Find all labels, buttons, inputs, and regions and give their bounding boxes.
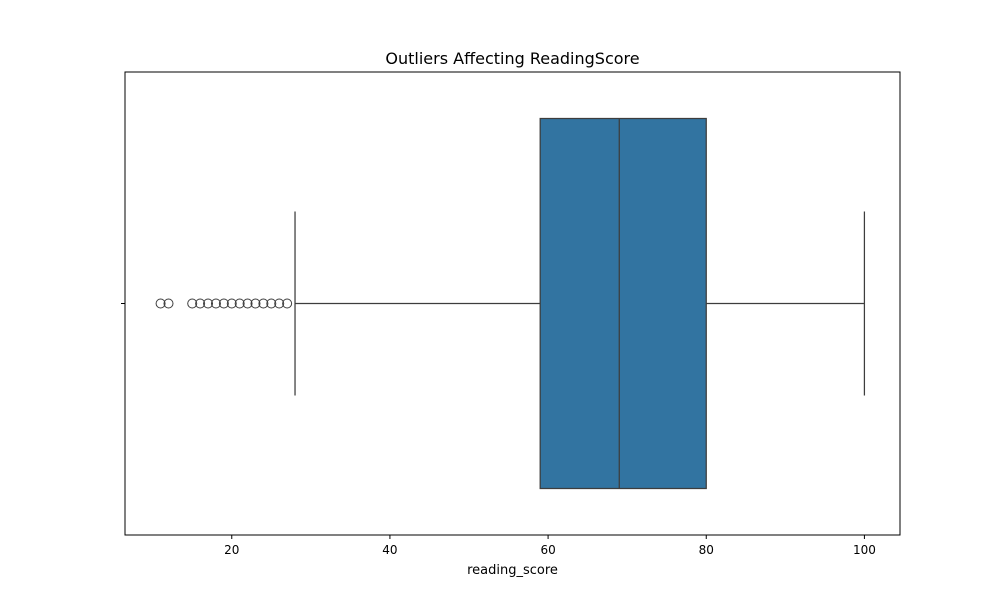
x-tick-label: 60 [540, 543, 555, 557]
outlier-point [266, 298, 277, 309]
box-iqr [539, 117, 707, 490]
x-tick-label: 100 [853, 543, 876, 557]
outlier-point [218, 298, 229, 309]
outlier-point [155, 298, 166, 309]
outlier-point [163, 298, 174, 309]
outlier-point [258, 298, 269, 309]
outlier-point [282, 298, 293, 309]
outlier-point [195, 298, 206, 309]
x-axis-ticks: 20 40 60 80 100 [224, 535, 876, 557]
outlier-point [274, 298, 285, 309]
outlier-point [234, 298, 245, 309]
plot-marks [121, 117, 866, 490]
x-tick-label: 40 [382, 543, 397, 557]
outlier-point [250, 298, 261, 309]
outlier-point [210, 298, 221, 309]
x-axis-label: reading_score [467, 563, 558, 578]
outlier-point [203, 298, 214, 309]
outlier-point [226, 298, 237, 309]
outlier-point [187, 298, 198, 309]
x-tick-label: 20 [224, 543, 239, 557]
chart-title: Outliers Affecting ReadingScore [385, 49, 639, 68]
x-tick-label: 80 [699, 543, 714, 557]
outlier-point [242, 298, 253, 309]
